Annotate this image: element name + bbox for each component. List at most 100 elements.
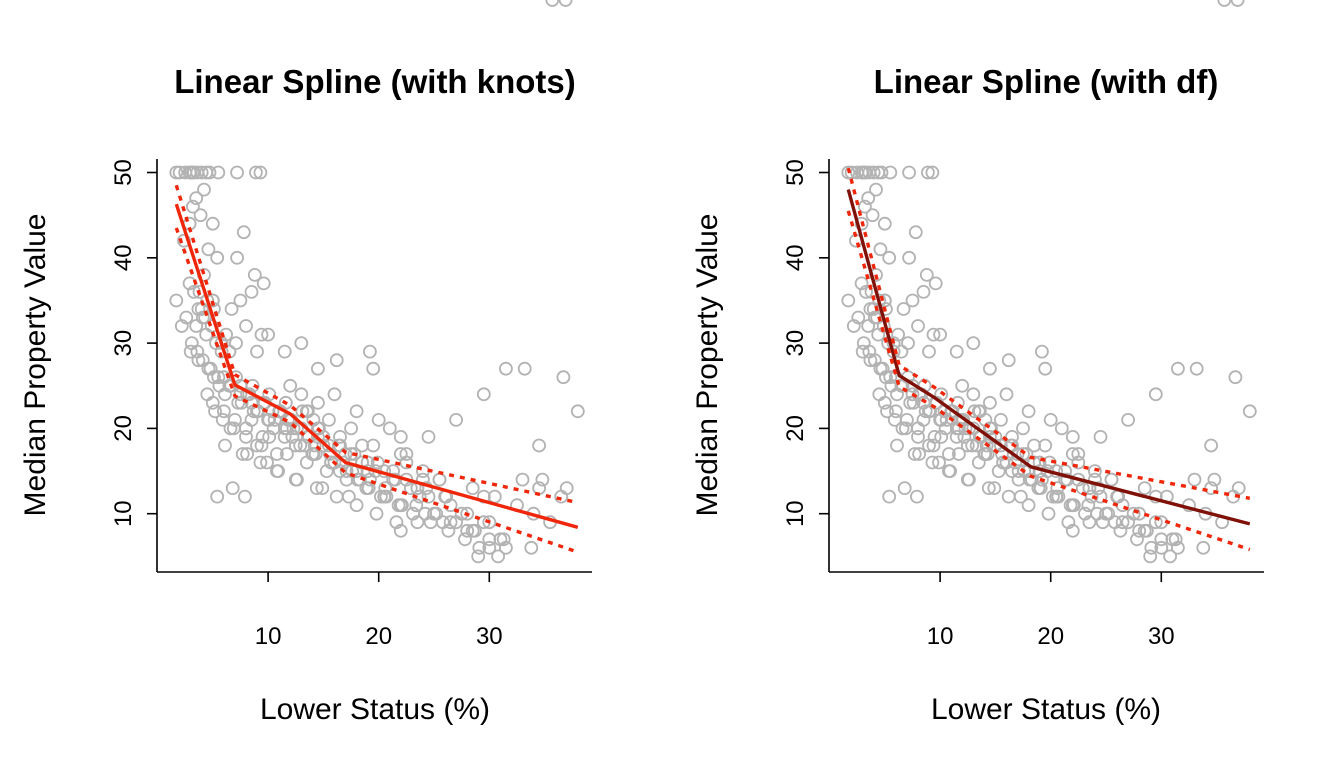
data-point <box>294 336 309 351</box>
data-point <box>952 421 966 436</box>
data-point <box>208 404 222 419</box>
data-point <box>570 404 585 419</box>
data-point <box>933 327 947 342</box>
data-point <box>889 404 903 419</box>
data-point <box>498 540 513 555</box>
data-point <box>1231 481 1246 496</box>
data-point <box>482 532 497 547</box>
data-point <box>1001 353 1016 368</box>
data-point <box>279 421 294 436</box>
data-point <box>1041 506 1056 521</box>
data-point <box>482 515 497 530</box>
data-point <box>897 481 912 496</box>
data-point <box>535 472 550 487</box>
data-point <box>949 344 964 359</box>
data-point <box>973 404 987 419</box>
data-point <box>239 319 253 333</box>
data-point <box>971 455 986 470</box>
data-point <box>863 353 878 368</box>
y-tick-label: 20 <box>110 415 137 442</box>
y-tick-label: 10 <box>110 500 137 527</box>
data-point <box>942 464 956 479</box>
data-point <box>898 421 913 436</box>
data-point <box>289 472 304 487</box>
data-point <box>1104 472 1119 487</box>
data-point <box>1017 464 1032 479</box>
data-point <box>882 250 897 265</box>
x-axis-label: Lower Status (%) <box>260 693 490 726</box>
data-point <box>1063 498 1078 513</box>
data-point <box>1065 447 1080 461</box>
data-point <box>934 387 949 402</box>
data-point <box>229 336 243 351</box>
data-point <box>1154 540 1169 555</box>
y-tick-label: 30 <box>110 330 137 357</box>
data-point <box>873 242 888 257</box>
x-axis-label: Lower Status (%) <box>931 693 1161 726</box>
data-point <box>1140 523 1154 538</box>
data-point <box>239 429 253 444</box>
data-point <box>352 472 367 487</box>
data-point <box>253 165 268 180</box>
data-point <box>1204 481 1218 496</box>
data-point <box>197 182 211 197</box>
data-point <box>859 284 873 299</box>
data-point <box>421 429 436 444</box>
data-point <box>389 515 404 530</box>
data-point <box>230 250 245 265</box>
data-point <box>250 344 264 359</box>
data-point <box>482 540 497 555</box>
data-point <box>1189 361 1204 376</box>
data-point <box>1025 472 1039 487</box>
data-point <box>902 250 916 265</box>
data-point <box>269 447 284 461</box>
data-point <box>949 429 964 444</box>
data-point <box>349 498 364 513</box>
data-point <box>965 438 980 453</box>
data-point <box>286 421 301 436</box>
data-point <box>515 472 530 487</box>
data-point <box>378 481 393 496</box>
data-point <box>1143 549 1158 564</box>
data-point <box>233 293 248 308</box>
data-point <box>925 165 940 180</box>
data-point <box>918 404 933 419</box>
data-point <box>231 395 246 410</box>
data-point <box>517 361 532 376</box>
data-point <box>1016 421 1030 436</box>
data-point <box>916 412 931 427</box>
data-point <box>1084 489 1099 504</box>
data-point <box>310 395 325 410</box>
data-point <box>1027 438 1041 453</box>
data-point <box>950 395 965 410</box>
data-point <box>981 481 996 496</box>
data-point <box>1154 532 1169 547</box>
data-point <box>1113 523 1128 538</box>
data-point <box>883 370 898 385</box>
data-point <box>979 438 994 453</box>
data-point <box>926 327 941 342</box>
data-point <box>524 540 539 555</box>
data-point <box>883 165 898 180</box>
data-point <box>316 438 331 453</box>
chart-panel-df: Linear Spline (with df) Lower Status (%)… <box>691 0 1264 726</box>
data-point <box>226 421 241 436</box>
data-point <box>211 370 226 385</box>
data-point <box>370 455 385 470</box>
data-point <box>191 353 206 368</box>
data-point <box>919 267 934 282</box>
data-point <box>262 387 277 402</box>
data-point <box>905 387 920 402</box>
data-point <box>225 481 240 496</box>
data-point <box>912 447 926 461</box>
x-tick-label: 30 <box>476 623 503 650</box>
data-point <box>177 233 191 248</box>
data-point <box>366 361 381 376</box>
data-point <box>871 327 886 342</box>
data-point <box>236 225 251 240</box>
data-point <box>189 191 204 206</box>
data-point <box>199 327 214 342</box>
data-point <box>362 344 377 359</box>
data-point <box>905 293 920 308</box>
